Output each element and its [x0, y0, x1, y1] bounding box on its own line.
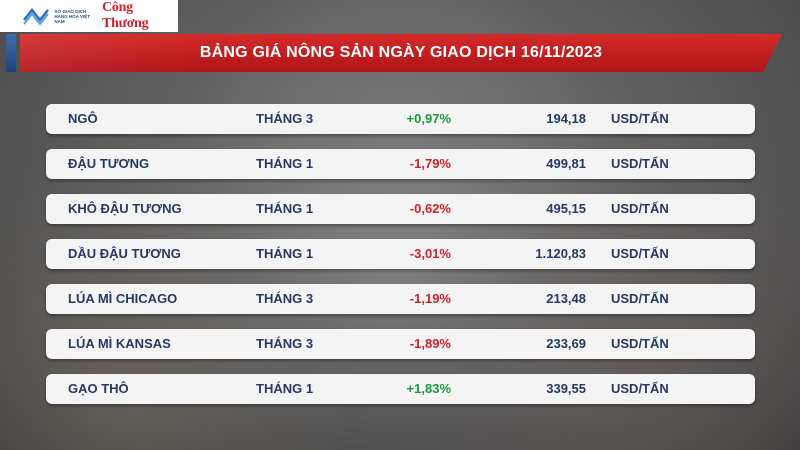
price-change: +0,97%: [406, 111, 451, 126]
commodity-name: LÚA MÌ KANSAS: [68, 336, 171, 351]
table-row: LÚA MÌ KANSAS THÁNG 3 -1,89% 233,69 USD/TẤN: [46, 329, 755, 359]
price-value: 1.120,83: [535, 246, 586, 261]
commodity-name: NGÔ: [68, 111, 98, 126]
price-change: -1,19%: [409, 291, 451, 306]
table-row: KHÔ ĐẬU TƯƠNG THÁNG 1 -0,62% 495,15 USD/TẤN: [46, 194, 755, 224]
commodity-name: GẠO THÔ: [68, 381, 129, 396]
table-row: DẦU ĐẬU TƯƠNG THÁNG 1 -3,01% 1.120,83 USD/TẤ…: [46, 239, 755, 269]
price-change: +1,83%: [406, 381, 451, 396]
title-banner: BẢNG GIÁ NÔNG SẢN NGÀY GIAO DỊCH 16/11/2…: [20, 34, 782, 72]
price-value: 213,48: [546, 291, 586, 306]
brand-logo: Công Thương: [102, 0, 149, 31]
table-row: ĐẬU TƯƠNG THÁNG 1 -1,79% 499,81 USD/TẤN: [46, 149, 755, 179]
price-unit: USD/TẤN: [611, 381, 669, 396]
exchange-logo-icon: [22, 5, 52, 27]
price-unit: USD/TẤN: [611, 156, 669, 171]
price-value: 194,18: [546, 111, 586, 126]
accent-strip: [6, 34, 16, 72]
table-row: LÚA MÌ CHICAGO THÁNG 3 -1,19% 213,48 USD/TẤN: [46, 284, 755, 314]
price-value: 339,55: [546, 381, 586, 396]
contract-month: THÁNG 3: [256, 291, 314, 306]
price-unit: USD/TẤN: [611, 201, 669, 216]
price-value: 499,81: [546, 156, 586, 171]
table-row: NGÔ THÁNG 3 +0,97% 194,18 USD/TẤN: [46, 104, 755, 134]
contract-month: THÁNG 1: [256, 201, 314, 216]
price-value: 233,69: [546, 336, 586, 351]
price-unit: USD/TẤN: [611, 246, 669, 261]
price-change: -3,01%: [409, 246, 451, 261]
contract-month: THÁNG 1: [256, 156, 314, 171]
commodity-name: LÚA MÌ CHICAGO: [68, 291, 178, 306]
contract-month: THÁNG 3: [256, 336, 314, 351]
page-title: BẢNG GIÁ NÔNG SẢN NGÀY GIAO DỊCH 16/11/2…: [199, 44, 603, 61]
commodity-name: KHÔ ĐẬU TƯƠNG: [68, 201, 182, 216]
price-change: -1,89%: [409, 336, 451, 351]
price-unit: USD/TẤN: [611, 111, 669, 126]
commodity-name: DẦU ĐẬU TƯƠNG: [68, 246, 181, 261]
logo-bar: SỞ GIAO DỊCH HÀNG HÓA VIỆT NAM Công Thươ…: [0, 0, 178, 32]
contract-month: THÁNG 1: [256, 246, 314, 261]
price-change: -1,79%: [409, 156, 451, 171]
commodity-name: ĐẬU TƯƠNG: [68, 156, 150, 171]
price-unit: USD/TẤN: [611, 291, 669, 306]
table-row: GẠO THÔ THÁNG 1 +1,83% 339,55 USD/TẤN: [46, 374, 755, 404]
exchange-name: SỞ GIAO DỊCH HÀNG HÓA VIỆT NAM: [54, 8, 90, 24]
price-unit: USD/TẤN: [611, 336, 669, 351]
price-value: 495,15: [546, 201, 586, 216]
contract-month: THÁNG 1: [256, 381, 314, 396]
price-change: -0,62%: [409, 201, 451, 216]
contract-month: THÁNG 3: [256, 111, 314, 126]
